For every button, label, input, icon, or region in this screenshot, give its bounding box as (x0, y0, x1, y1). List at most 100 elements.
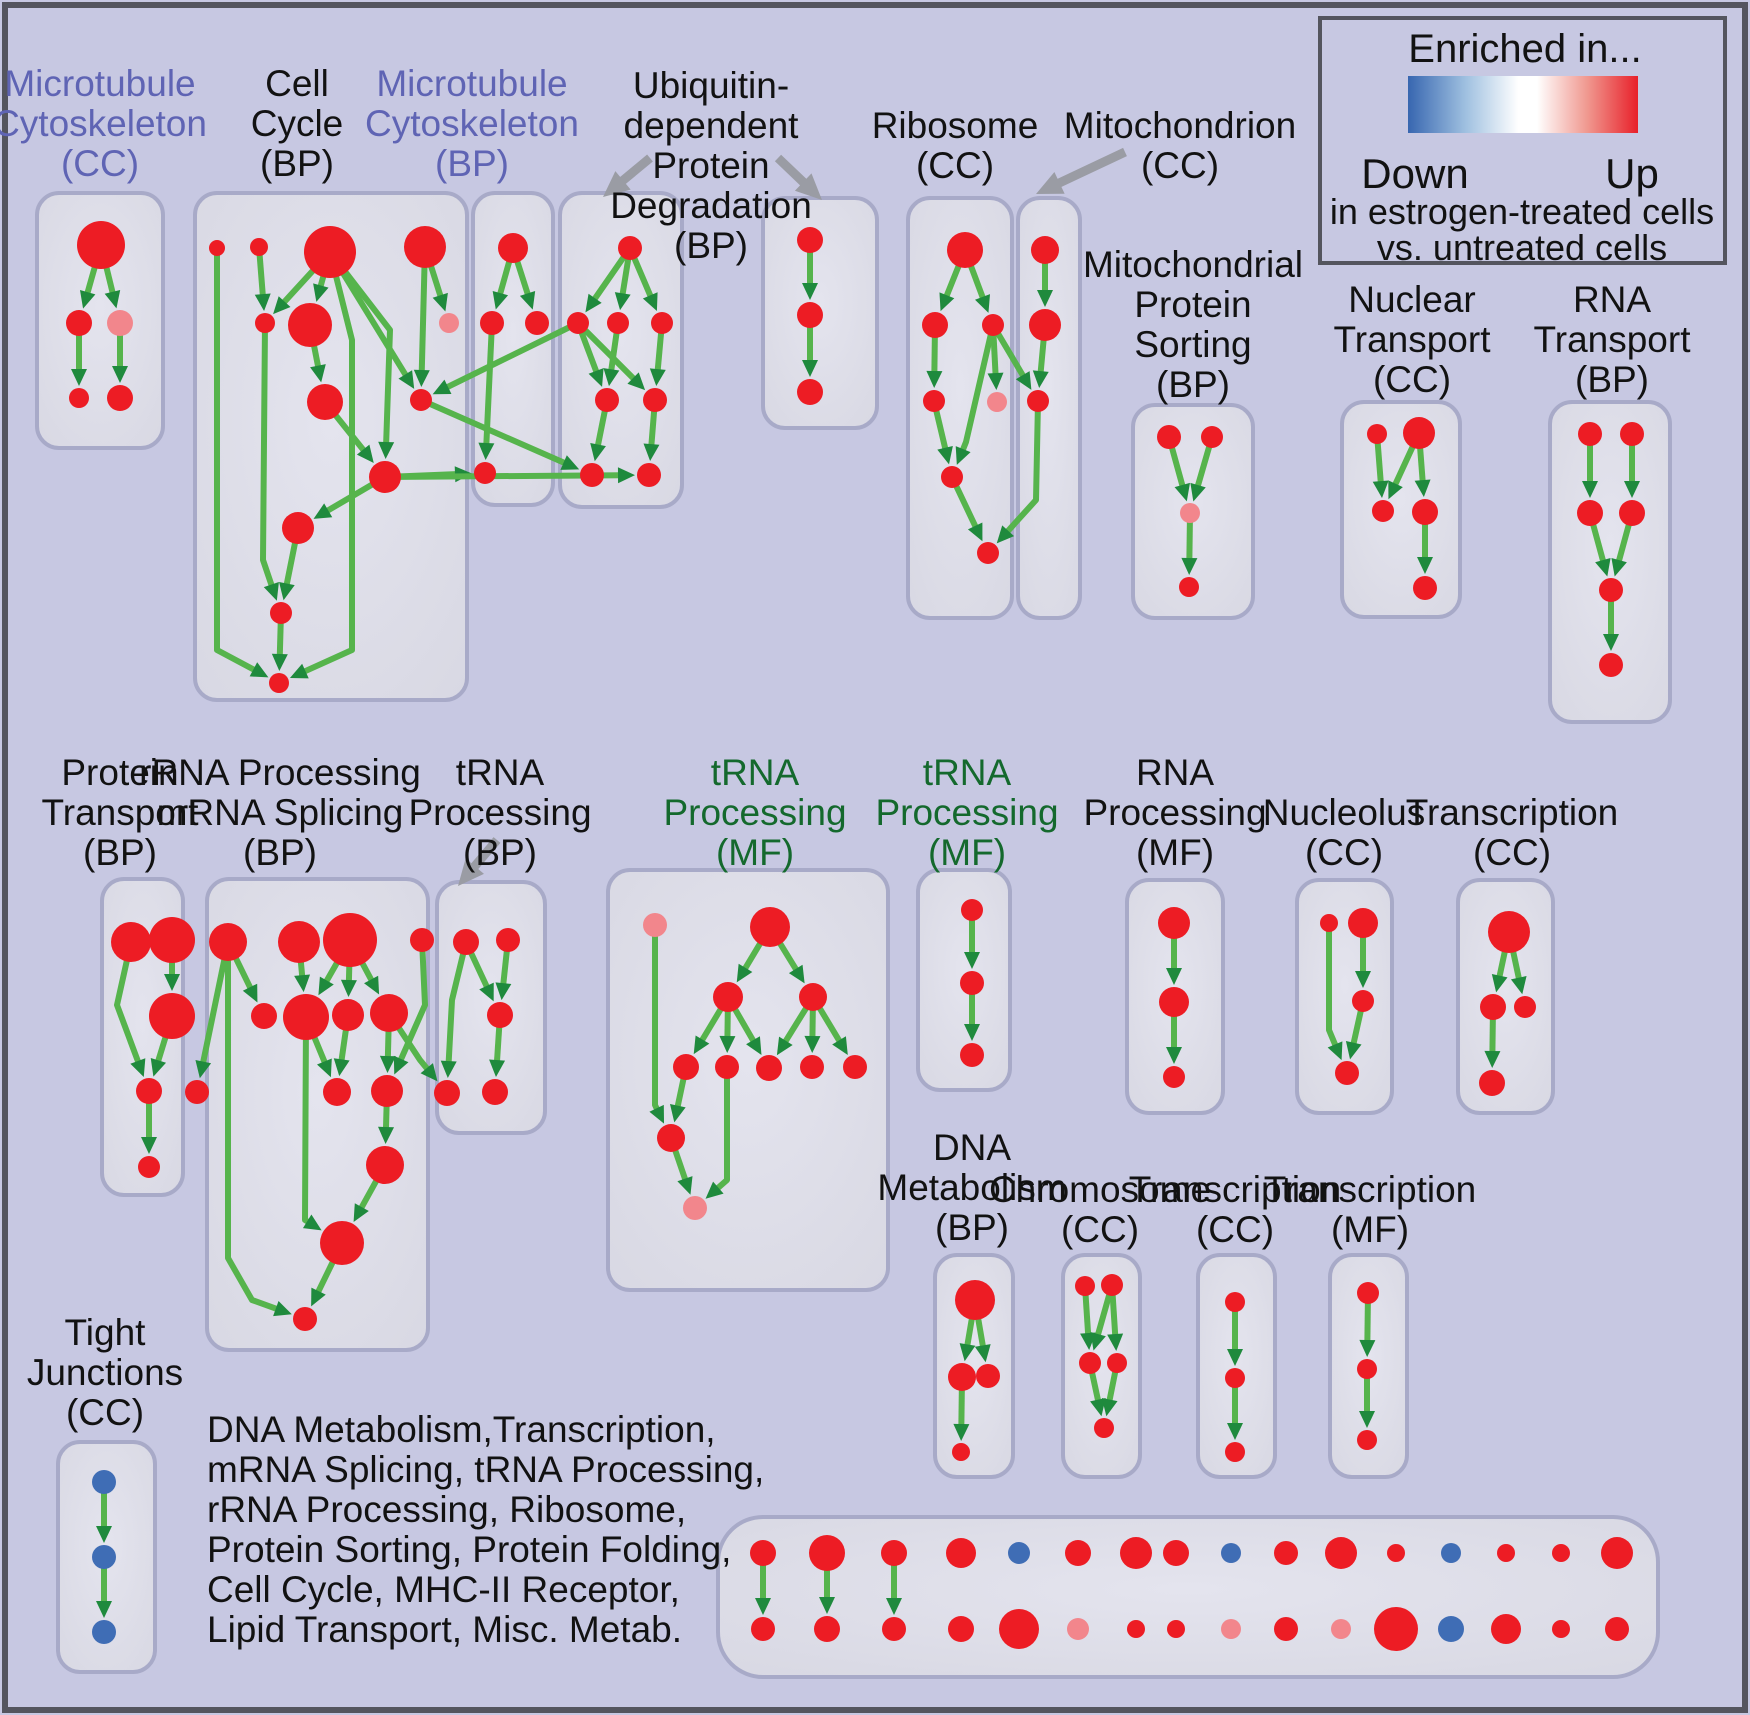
go-term-node-up (797, 227, 823, 253)
edge-arrowhead (356, 444, 374, 463)
go-term-node-up (1514, 996, 1536, 1018)
go-term-node-up (1552, 1620, 1570, 1638)
label-mitochondrial-protein-sorting-line2: Protein (1134, 284, 1251, 325)
go-term-node-up (453, 929, 479, 955)
go-term-node-up (307, 384, 343, 420)
go-term-node-up (797, 379, 823, 405)
go-term-node-up (1620, 422, 1644, 446)
label-transcription-cc-mid-line2: (CC) (1473, 832, 1551, 873)
go-term-node-up (960, 1043, 984, 1067)
label-misc-cluster-list-line6: Lipid Transport, Misc. Metab. (207, 1609, 682, 1650)
edge-arrowhead (776, 1036, 793, 1056)
go-term-node-up (1577, 500, 1603, 526)
go-term-node-mild-up (1180, 503, 1200, 523)
edge-arrowhead (273, 1301, 292, 1317)
go-term-node-up (800, 1055, 824, 1079)
go-term-node-up (1075, 1276, 1095, 1296)
edge-arrowhead (649, 368, 666, 387)
edge-arrowhead (294, 974, 311, 993)
go-term-node-up (498, 233, 528, 263)
edge-arrowhead (313, 283, 329, 302)
edge-arrowhead (96, 1526, 112, 1543)
edge-arrowhead (964, 952, 980, 969)
edge-arrowhead (614, 292, 631, 311)
edge-arrowhead (1603, 634, 1619, 651)
edge-arrowhead (1166, 968, 1182, 985)
go-term-node-up (1413, 576, 1437, 600)
legend-up-label: Up (1605, 150, 1659, 197)
edge-arrowhead (585, 293, 602, 313)
go-term-node-up (1601, 1537, 1633, 1569)
go-term-node-up (371, 1075, 403, 1107)
go-term-node-up (270, 602, 292, 624)
label-trna-processing-mf-2-line2: Processing (875, 792, 1058, 833)
edge-arrowhead (112, 366, 128, 383)
box-chromosome (1061, 1253, 1142, 1479)
go-term-node-up (999, 1609, 1039, 1649)
go-term-node-up (1491, 1614, 1521, 1644)
edge-arrowhead (1417, 557, 1433, 574)
label-ribosome-line1: Ribosome (872, 105, 1039, 146)
edge-arrowhead (1090, 1397, 1106, 1417)
label-cell-cycle-line3: (BP) (260, 143, 334, 184)
go-term-node-up (657, 1124, 685, 1152)
go-term-node-up (1120, 1537, 1152, 1569)
edge-arrowhead (1032, 370, 1049, 389)
edge-arrowhead (1359, 1411, 1375, 1428)
edge-arrowhead (1414, 479, 1431, 498)
label-protein-transport-line2: Transport (42, 792, 200, 833)
edge-arrowhead (1510, 975, 1527, 995)
edge-arrowhead (271, 653, 288, 672)
edge-arrowhead (705, 1181, 724, 1199)
go-term-node-mild-up (107, 310, 133, 336)
edge-arrowhead (273, 296, 291, 315)
edge-f6-f11 (713, 1067, 730, 1193)
go-term-node-up (1225, 1442, 1245, 1462)
go-term-node-up (1158, 907, 1190, 939)
edge-arrowhead (340, 979, 357, 998)
edge-arrowhead (71, 369, 87, 386)
edge-arrowhead (249, 662, 269, 678)
go-term-node-up (955, 1280, 995, 1320)
label-rrna-processing-mrna-splicing-line3: (BP) (243, 832, 317, 873)
go-term-node-up (922, 312, 948, 338)
label-ubiquitin-degradation-line4: Degradation (610, 185, 812, 226)
edge-arrowhead (953, 1423, 970, 1442)
go-term-node-up (1357, 1359, 1377, 1379)
edge-arrowhead (150, 1058, 167, 1077)
go-term-node-up (1599, 578, 1623, 602)
label-misc-cluster-list-line1: DNA Metabolism,Transcription, (207, 1409, 716, 1450)
go-term-node-up (1387, 1544, 1405, 1562)
labels-layer: MicrotubuleCytoskeleton(CC)CellCycle(BP)… (0, 63, 1691, 1650)
go-term-node-up (404, 226, 446, 268)
go-term-node-mild-up (987, 392, 1007, 412)
go-term-node-up (293, 1307, 317, 1331)
edge-arrowhead (603, 368, 620, 387)
go-term-node-up (1599, 653, 1623, 677)
edge-arrowhead (1181, 557, 1198, 576)
go-term-node-up (941, 466, 963, 488)
edge-arrowhead (1174, 482, 1190, 502)
edge-arrowhead (489, 1059, 506, 1078)
go-term-node-up (1201, 426, 1223, 448)
edge-arrowhead (1388, 480, 1403, 500)
edge-u2-u6 (575, 320, 639, 384)
arrow-trna-bp (468, 837, 501, 873)
label-dna-metabolism-line2: Metabolism (877, 1167, 1066, 1208)
edge-arrowhead (378, 1126, 395, 1145)
label-rna-processing-mf-line3: (MF) (1136, 832, 1214, 873)
label-trna-processing-bp-line3: (BP) (463, 832, 537, 873)
label-nuclear-transport-line2: Transport (1334, 319, 1492, 360)
nodes-layer (66, 221, 1645, 1651)
label-trna-processing-mf-1-line2: Processing (663, 792, 846, 833)
label-transcription-cc-low-line2: (CC) (1196, 1209, 1274, 1250)
go-term-node-up (1325, 1537, 1357, 1569)
go-term-node-up (881, 1540, 907, 1566)
edge-arrowhead (478, 442, 495, 461)
go-term-node-up (809, 1535, 845, 1571)
edge-arrowhead (378, 441, 395, 460)
go-term-node-up (1225, 1368, 1245, 1388)
edge-arrowhead (755, 1598, 771, 1615)
